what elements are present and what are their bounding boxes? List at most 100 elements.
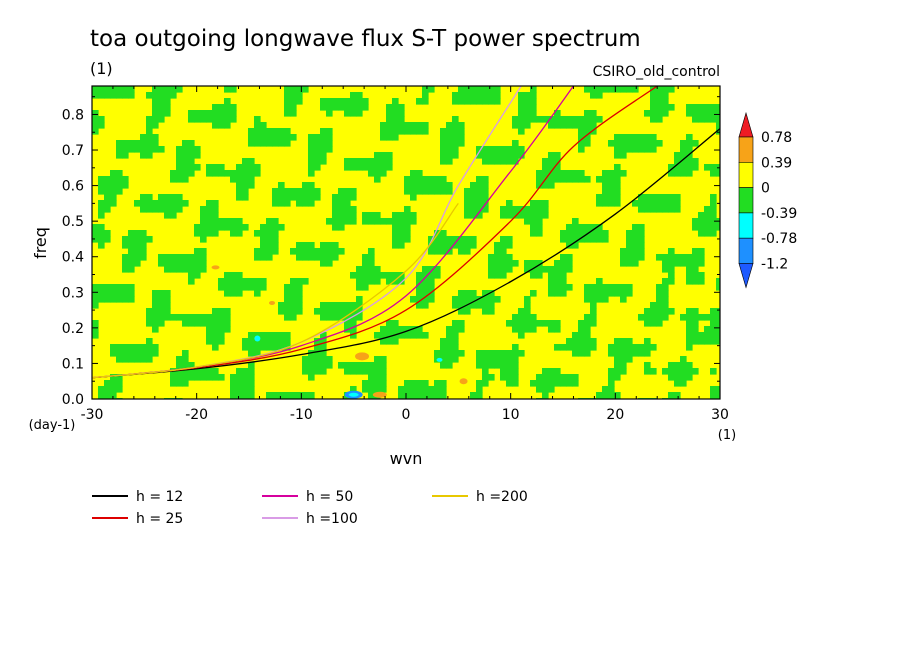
field-cell: [518, 98, 525, 105]
field-cell: [434, 380, 441, 387]
field-cell: [404, 224, 411, 231]
field-cell: [302, 248, 309, 255]
field-cell: [314, 356, 321, 363]
field-cell: [242, 158, 249, 165]
field-cell: [152, 116, 159, 123]
field-cell: [176, 314, 183, 321]
field-cell: [392, 242, 399, 249]
field-cell: [122, 290, 129, 297]
field-cell: [710, 164, 717, 171]
field-cell: [104, 86, 111, 93]
field-cell: [464, 92, 471, 99]
field-cell: [248, 368, 255, 375]
field-cell: [326, 308, 333, 315]
field-cell: [506, 266, 513, 273]
field-cell: [512, 140, 519, 147]
field-cell: [242, 176, 249, 183]
field-cell: [104, 284, 111, 291]
field-cell: [482, 356, 489, 363]
field-cell: [566, 380, 573, 387]
field-cell: [332, 104, 339, 111]
field-cell: [692, 140, 699, 147]
field-cell: [320, 362, 327, 369]
field-cell: [380, 362, 387, 369]
field-cell: [434, 188, 441, 195]
field-cell: [644, 338, 651, 345]
field-cell: [308, 158, 315, 165]
field-cell: [530, 92, 537, 99]
field-cell: [140, 350, 147, 357]
field-cell: [614, 356, 621, 363]
field-cell: [278, 308, 285, 315]
field-cell: [188, 314, 195, 321]
field-cell: [122, 236, 129, 243]
field-cell: [242, 188, 249, 195]
field-cell: [662, 284, 669, 291]
field-cell: [116, 188, 123, 195]
field-cell: [278, 188, 285, 195]
field-cell: [212, 110, 219, 117]
field-cell: [560, 230, 567, 237]
field-cell: [356, 104, 363, 111]
field-cell: [602, 176, 609, 183]
field-cell: [560, 278, 567, 285]
field-cell: [500, 356, 507, 363]
field-cell: [518, 320, 525, 327]
field-cell: [506, 212, 513, 219]
field-cell: [548, 116, 555, 123]
field-cell: [638, 314, 645, 321]
field-cell: [344, 362, 351, 369]
field-cell: [656, 320, 663, 327]
field-cell: [164, 308, 171, 315]
field-cell: [482, 98, 489, 105]
field-cell: [212, 104, 219, 111]
field-cell: [680, 146, 687, 153]
field-cell: [470, 296, 477, 303]
field-cell: [482, 380, 489, 387]
field-cell: [104, 236, 111, 243]
field-cell: [140, 242, 147, 249]
field-cell: [662, 308, 669, 315]
field-cell: [350, 272, 357, 279]
field-cell: [392, 272, 399, 279]
legend-label: h = 25: [136, 511, 183, 527]
field-cell: [530, 266, 537, 273]
field-cell: [242, 374, 249, 381]
spectrum-field: [92, 86, 720, 399]
field-cell: [704, 218, 711, 225]
field-cell: [608, 200, 615, 207]
field-cell: [128, 350, 135, 357]
field-cell: [374, 212, 381, 219]
field-cell: [242, 338, 249, 345]
field-cell: [566, 224, 573, 231]
field-cell: [182, 146, 189, 153]
field-cell: [350, 332, 357, 339]
field-cell: [350, 368, 357, 375]
field-cell: [482, 290, 489, 297]
field-cell: [578, 350, 585, 357]
field-cell: [638, 230, 645, 237]
field-cell: [338, 212, 345, 219]
field-cell: [644, 344, 651, 351]
field-cell: [644, 350, 651, 357]
field-cell: [524, 98, 531, 105]
field-cell: [362, 278, 369, 285]
field-cell: [332, 224, 339, 231]
field-cell: [452, 98, 459, 105]
field-cell: [110, 182, 117, 189]
field-cell: [356, 308, 363, 315]
field-cell: [236, 374, 243, 381]
field-cell: [98, 176, 105, 183]
field-cell: [614, 368, 621, 375]
field-cell: [386, 104, 393, 111]
field-cell: [104, 176, 111, 183]
field-cell: [152, 308, 159, 315]
field-cell: [608, 350, 615, 357]
field-cell: [422, 272, 429, 279]
field-cell: [692, 164, 699, 171]
y-tick-label: 0.2: [62, 321, 84, 337]
field-cell: [590, 302, 597, 309]
field-cell: [608, 182, 615, 189]
field-cell: [638, 194, 645, 201]
field-cell: [404, 176, 411, 183]
